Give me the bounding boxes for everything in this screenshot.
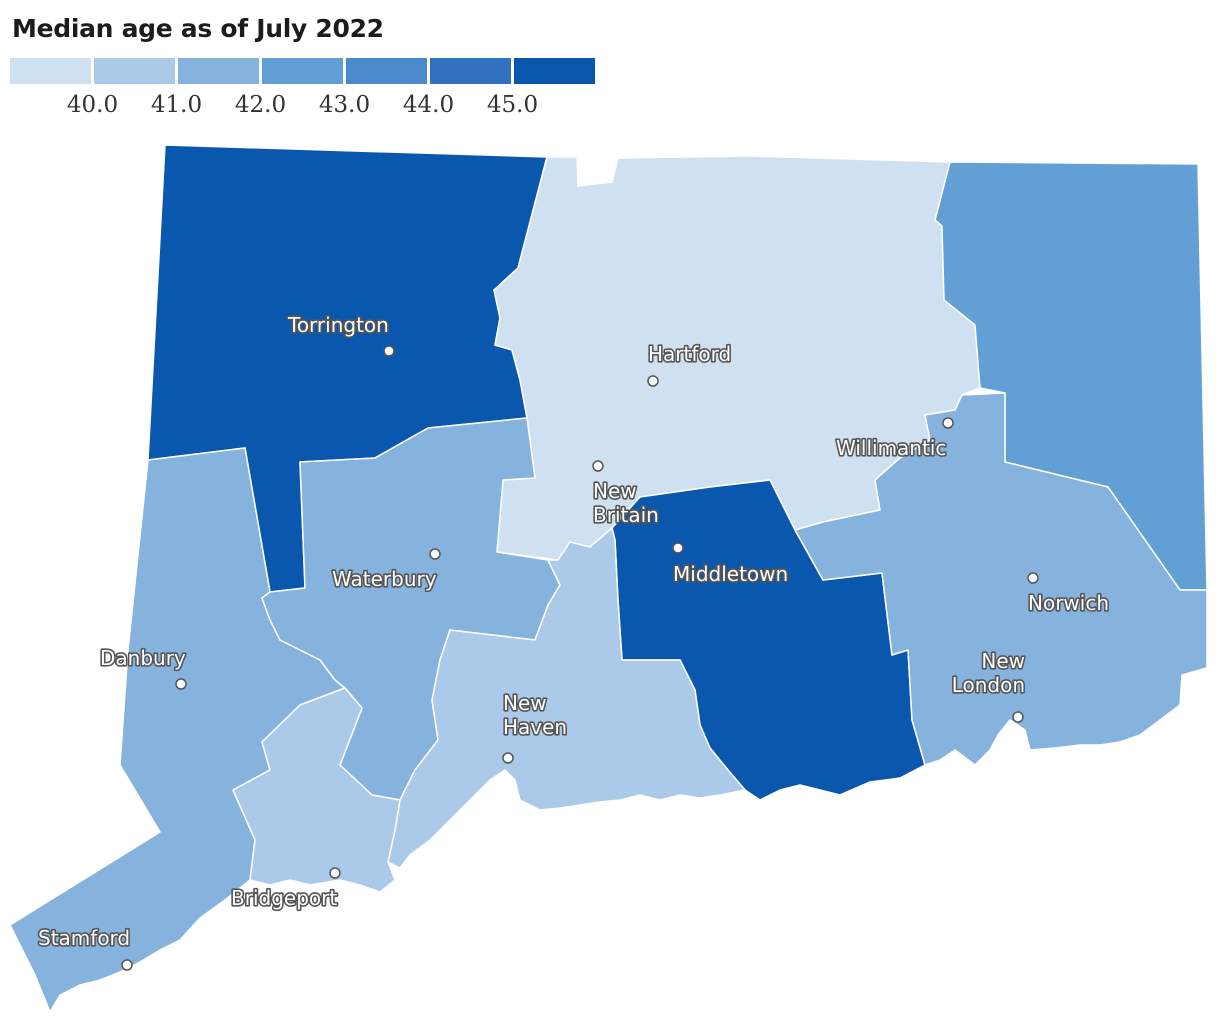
city-label-willimantic: Willimantic: [836, 436, 946, 460]
city-marker-new-london[interactable]: [1012, 711, 1024, 723]
color-legend: 40.0 41.0 42.0 43.0 44.0 45.0: [10, 58, 600, 118]
legend-swatch-6: [514, 58, 595, 84]
city-label-torrington: Torrington: [287, 313, 389, 337]
city-marker-new-haven[interactable]: [502, 752, 514, 764]
city-label-middletown: Middletown: [673, 562, 788, 586]
regions-layer: [9, 144, 1208, 1013]
legend-tick-5: 45.0: [486, 92, 539, 118]
city-label-danbury: Danbury: [100, 646, 186, 670]
city-marker-middletown[interactable]: [672, 542, 684, 554]
legend-swatch-2: [178, 58, 259, 84]
region-greater-bridgeport[interactable]: [232, 687, 401, 893]
region-southeastern[interactable]: [794, 392, 1208, 766]
legend-swatch-5: [430, 58, 511, 84]
legend-tick-3: 43.0: [318, 92, 371, 118]
legend-color-scale: [10, 58, 600, 84]
city-marker-danbury[interactable]: [175, 678, 187, 690]
legend-tick-1: 41.0: [150, 92, 203, 118]
city-marker-norwich[interactable]: [1027, 572, 1039, 584]
city-label-stamford: Stamford: [38, 926, 130, 950]
city-label-bridgeport: Bridgeport: [231, 886, 337, 910]
city-label-new-london: New London: [952, 649, 1025, 697]
city-label-new-britain: New Britain: [593, 479, 659, 527]
cities-layer: Torrington Hartford Willimantic New Britain M…: [36, 311, 1111, 971]
region-south-central[interactable]: [387, 527, 746, 869]
legend-swatch-0: [10, 58, 91, 84]
legend-tick-0: 40.0: [66, 92, 119, 118]
city-label-hartford: Hartford: [648, 342, 731, 366]
map-title: Median age as of July 2022: [12, 14, 384, 43]
city-marker-waterbury[interactable]: [429, 548, 441, 560]
city-label-new-haven: New Haven: [503, 691, 567, 739]
city-label-norwich: Norwich: [1028, 591, 1109, 615]
city-marker-bridgeport[interactable]: [329, 867, 341, 879]
city-marker-hartford[interactable]: [647, 375, 659, 387]
city-marker-willimantic[interactable]: [942, 417, 954, 429]
legend-tick-4: 44.0: [402, 92, 455, 118]
legend-swatch-3: [262, 58, 343, 84]
city-marker-torrington[interactable]: [383, 345, 395, 357]
city-marker-new-britain[interactable]: [592, 460, 604, 472]
city-label-waterbury: Waterbury: [332, 567, 437, 591]
legend-swatch-1: [94, 58, 175, 84]
legend-swatch-4: [346, 58, 427, 84]
city-marker-stamford[interactable]: [121, 959, 133, 971]
legend-tick-2: 42.0: [234, 92, 287, 118]
